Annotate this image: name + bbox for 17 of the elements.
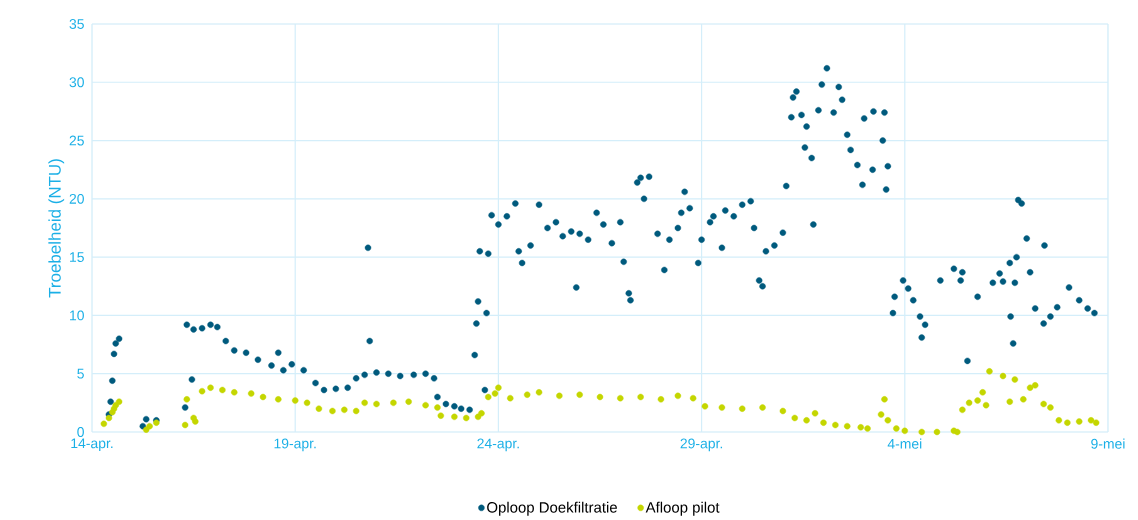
y-tick-label: 5 bbox=[77, 368, 84, 379]
x-tick-label: 4-mei bbox=[887, 438, 922, 449]
y-tick-label: 25 bbox=[69, 135, 84, 146]
y-tick-label: 15 bbox=[70, 252, 84, 262]
y-axis-title: Troebelheid (NTU) bbox=[48, 159, 65, 298]
x-tick-label: 24-apr. bbox=[477, 438, 519, 452]
y-tick-label: 0 bbox=[77, 427, 84, 437]
y-tick-label: 10 bbox=[70, 310, 84, 321]
x-tick-label: 14-apr. bbox=[71, 438, 113, 451]
x-tick-label: 9-mei bbox=[1091, 438, 1125, 449]
y-tick-label: 30 bbox=[69, 77, 84, 88]
y-tick-label: 20 bbox=[69, 193, 84, 204]
x-tick-label: 19-apr. bbox=[274, 438, 316, 452]
legend-label: Afloop pilot bbox=[645, 501, 720, 516]
legend-label: Oploop Doekfiltratie bbox=[487, 501, 617, 516]
y-tick-label: 35 bbox=[69, 19, 84, 29]
x-tick-label: 29-apr. bbox=[680, 438, 723, 452]
